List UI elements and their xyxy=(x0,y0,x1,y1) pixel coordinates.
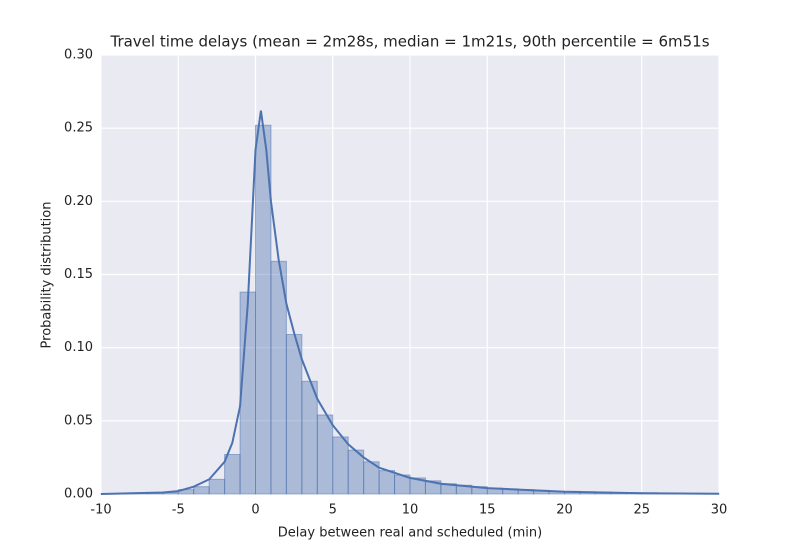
x-tick-label: 0 xyxy=(251,503,259,518)
y-tick-label: 0.30 xyxy=(64,48,93,63)
histogram-bar xyxy=(332,436,349,495)
y-axis-label: Probability distribution xyxy=(40,202,55,349)
x-tick-label: 30 xyxy=(711,503,728,518)
histogram-bar xyxy=(316,414,334,495)
x-axis-label: Delay between real and scheduled (min) xyxy=(278,526,542,541)
histogram-bar xyxy=(208,478,226,495)
y-tick-label: 0.00 xyxy=(64,487,93,502)
x-tick-label: 10 xyxy=(402,503,419,518)
x-tick-label: 25 xyxy=(633,503,650,518)
x-tick-label: 15 xyxy=(479,503,496,518)
kde-line xyxy=(100,110,720,495)
y-tick-label: 0.20 xyxy=(64,194,93,209)
x-tick-label: -5 xyxy=(172,503,185,518)
histogram-bar xyxy=(224,453,241,495)
histogram-bar xyxy=(285,333,303,495)
y-tick-label: 0.15 xyxy=(64,267,93,282)
histogram-bar xyxy=(193,486,210,495)
chart-title: Travel time delays (mean = 2m28s, median… xyxy=(109,33,709,51)
y-tick-label: 0.10 xyxy=(64,340,93,355)
histogram-bar xyxy=(301,380,318,495)
x-tick-label: 5 xyxy=(329,503,337,518)
histogram-bar xyxy=(378,470,396,495)
y-tick-label: 0.05 xyxy=(64,413,93,428)
x-tick-label: 20 xyxy=(556,503,573,518)
histogram-bar xyxy=(239,291,257,495)
x-tick-label: -10 xyxy=(90,503,111,518)
y-tick-label: 0.25 xyxy=(64,121,93,136)
